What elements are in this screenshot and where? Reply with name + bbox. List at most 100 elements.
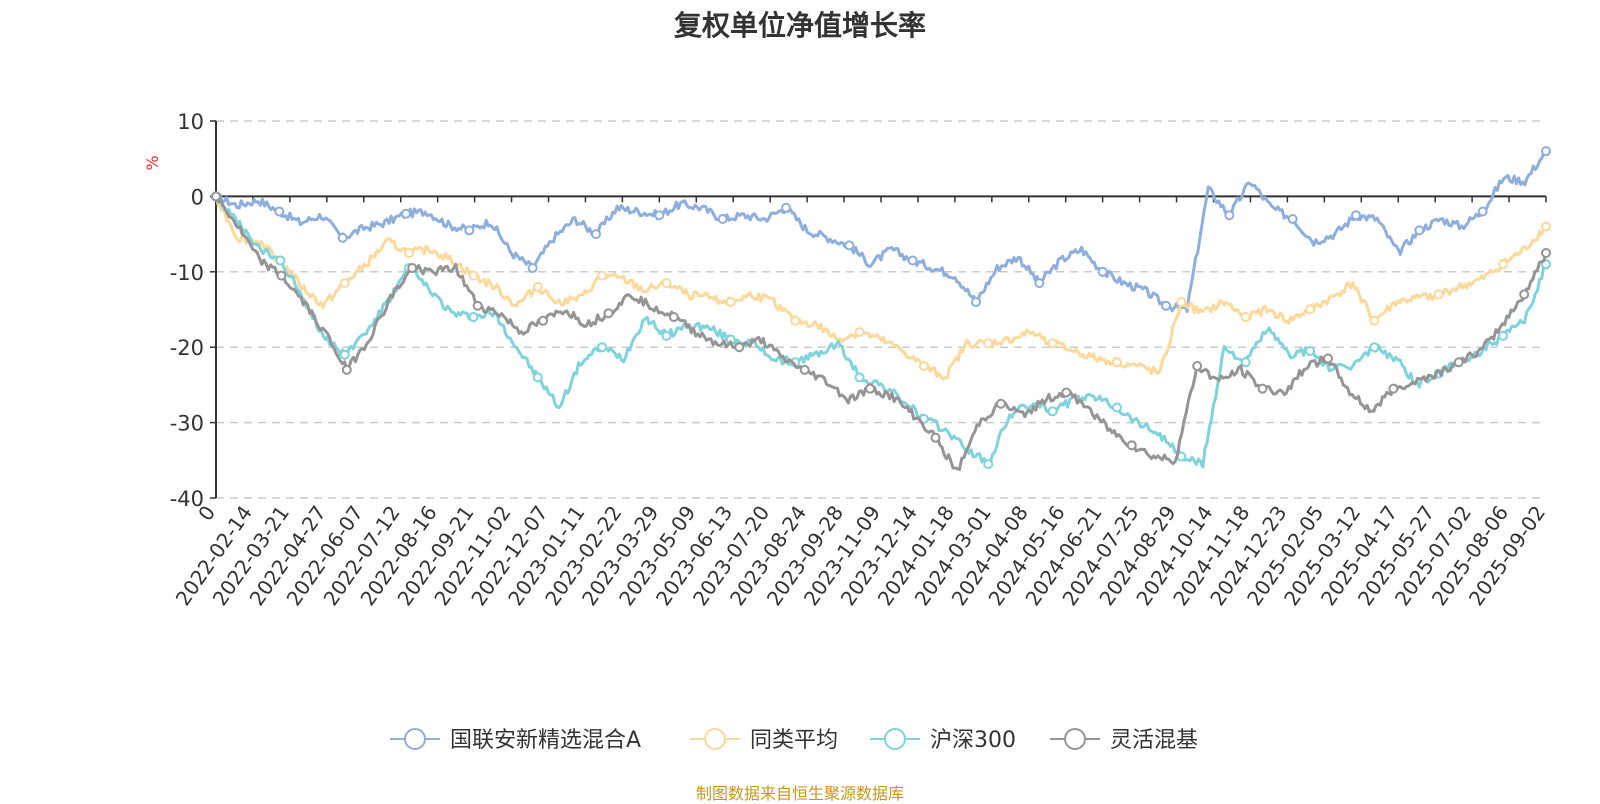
- legend-marker: [1064, 728, 1086, 750]
- legend-label: 同类平均: [750, 728, 838, 753]
- series-point: [717, 214, 728, 225]
- y-axis-label: %: [143, 155, 162, 170]
- series-point: [211, 191, 221, 202]
- series-point: [854, 372, 865, 383]
- series-point: [661, 330, 672, 341]
- series-point: [597, 270, 608, 281]
- y-tick-label: 0: [191, 185, 204, 209]
- legend: 国联安新精选混合A 同类平均 沪深300 灵活混基: [390, 728, 1198, 753]
- series-point: [725, 296, 736, 307]
- series-point: [468, 270, 479, 281]
- series-point: [865, 383, 876, 394]
- legend-label: 沪深300: [930, 728, 1016, 753]
- series-point: [401, 208, 411, 219]
- chart-title: 复权单位净值增长率: [673, 9, 926, 42]
- series-point: [1061, 387, 1072, 398]
- series-point: [1287, 214, 1298, 225]
- series-point: [799, 364, 810, 375]
- series-point: [1541, 221, 1551, 232]
- series-point: [790, 315, 801, 326]
- y-tick-label: -10: [170, 261, 204, 285]
- series-point: [337, 232, 348, 243]
- series-point: [407, 263, 418, 274]
- series-point: [339, 278, 350, 289]
- series-point: [1240, 312, 1251, 323]
- legend-marker: [884, 728, 906, 750]
- series-point: [971, 296, 981, 307]
- series-point: [1498, 259, 1509, 270]
- series-point: [930, 432, 941, 443]
- series-point: [1047, 406, 1058, 417]
- series-point: [983, 459, 994, 470]
- series-point: [1305, 304, 1316, 315]
- series-point: [1541, 247, 1551, 258]
- series-point: [1351, 210, 1361, 221]
- series-point: [1541, 146, 1551, 157]
- series-point: [1305, 345, 1316, 356]
- series-point: [1034, 278, 1045, 289]
- series-point: [918, 361, 929, 372]
- series-point: [1369, 342, 1380, 353]
- series-point: [1097, 266, 1108, 277]
- series-point: [1240, 357, 1251, 368]
- legend-marker: [704, 728, 726, 750]
- series-point: [661, 278, 672, 289]
- series-lines: [211, 146, 1551, 471]
- series-point: [532, 372, 543, 383]
- series-point: [527, 263, 538, 274]
- series-point: [1498, 330, 1509, 341]
- series-point: [983, 338, 994, 349]
- series-line: [214, 195, 1547, 469]
- series-point: [591, 229, 601, 240]
- series-point: [854, 327, 865, 338]
- y-tick-label: -20: [170, 336, 204, 360]
- series-point: [1192, 361, 1203, 372]
- series-point: [597, 342, 608, 353]
- series-point: [468, 312, 479, 323]
- series-point: [654, 210, 665, 221]
- series-line: [214, 196, 1547, 381]
- series-point: [1257, 383, 1268, 394]
- series-point: [275, 255, 286, 266]
- series-point: [1453, 357, 1464, 368]
- series-point: [274, 206, 285, 217]
- series-point: [1433, 289, 1444, 300]
- series-point: [1519, 289, 1530, 300]
- series-point: [1369, 315, 1380, 326]
- legend-marker: [404, 728, 426, 750]
- series-point: [1224, 210, 1235, 221]
- series-line: [214, 149, 1547, 313]
- series-point: [339, 349, 350, 360]
- y-tick-label: -30: [170, 412, 204, 436]
- series-point: [844, 240, 855, 251]
- grid-lines: [216, 120, 1546, 499]
- series-point: [1388, 383, 1399, 394]
- series-point: [603, 308, 614, 319]
- data-source-note: 制图数据来自恒生聚源数据库: [695, 784, 904, 803]
- series-point: [1111, 402, 1122, 413]
- series-point: [472, 300, 483, 311]
- series-point: [995, 398, 1006, 409]
- series-point: [1047, 338, 1058, 349]
- series-point: [668, 312, 679, 323]
- series-point: [538, 315, 549, 326]
- series-line: [214, 195, 1548, 471]
- legend-label: 灵活混基: [1110, 728, 1198, 753]
- series-point: [1126, 440, 1137, 451]
- series-point: [464, 225, 475, 236]
- series-point: [734, 342, 745, 353]
- series-point: [1322, 353, 1333, 364]
- series-point: [1477, 206, 1488, 217]
- series-point: [1176, 296, 1187, 307]
- series-point: [1111, 357, 1122, 368]
- y-tick-label: 10: [177, 110, 204, 134]
- series-point: [341, 364, 352, 375]
- legend-label: 国联安新精选混合A: [450, 728, 641, 753]
- y-tick-label: -40: [170, 487, 204, 511]
- series-point: [404, 247, 415, 258]
- series-point: [781, 202, 791, 213]
- x-tick-label: 0: [193, 501, 220, 525]
- series-point: [907, 255, 918, 266]
- series-point: [276, 270, 287, 281]
